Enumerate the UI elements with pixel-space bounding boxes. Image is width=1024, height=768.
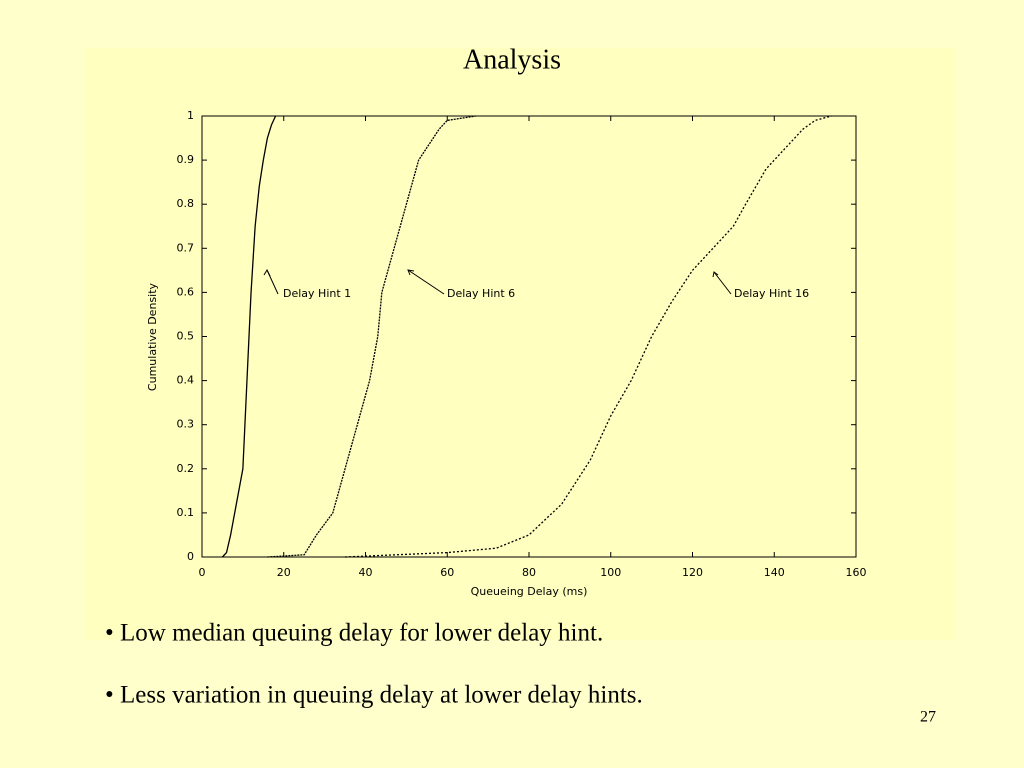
arrow bbox=[713, 271, 732, 295]
arrowhead bbox=[407, 269, 415, 276]
y-tick-label: 0.9 bbox=[177, 153, 195, 166]
x-axis-label: Queueing Delay (ms) bbox=[471, 585, 588, 598]
y-tick-label: 0.1 bbox=[177, 506, 195, 519]
annotation: Delay Hint 16 bbox=[734, 287, 809, 300]
chart-background bbox=[85, 48, 955, 640]
y-tick-label: 0.6 bbox=[177, 285, 195, 298]
cdf-line bbox=[345, 115, 832, 558]
x-tick-label: 80 bbox=[522, 566, 536, 579]
annotation: Delay Hint 6 bbox=[447, 287, 515, 300]
x-tick-label: 140 bbox=[764, 566, 785, 579]
y-tick-label: 0.2 bbox=[177, 462, 195, 475]
x-tick-label: 0 bbox=[199, 566, 206, 579]
bullet: • Less variation in queuing delay at low… bbox=[105, 682, 643, 709]
annotation-arrows bbox=[263, 268, 732, 295]
bullet: • Low median queuing delay for lower del… bbox=[105, 620, 603, 647]
y-tick-label: 1 bbox=[187, 109, 194, 122]
x-tick-label: 20 bbox=[277, 566, 291, 579]
x-tick-label: 160 bbox=[846, 566, 867, 579]
y-tick-label: 0.4 bbox=[177, 374, 195, 387]
y-axis-label: Cumulative Density bbox=[146, 282, 159, 391]
arrowhead bbox=[712, 271, 719, 278]
slide-title: Analysis bbox=[463, 44, 561, 75]
y-tick-label: 0 bbox=[187, 550, 194, 563]
page-number: 27 bbox=[920, 709, 936, 726]
y-tick-label: 0.3 bbox=[177, 418, 195, 431]
cdf-line bbox=[267, 115, 476, 558]
x-tick-label: 60 bbox=[440, 566, 454, 579]
y-tick-label: 0.8 bbox=[177, 197, 195, 210]
annotation: Delay Hint 1 bbox=[283, 287, 351, 300]
cdf-line bbox=[221, 115, 277, 558]
x-tick-label: 40 bbox=[359, 566, 373, 579]
y-tick-label: 0.5 bbox=[177, 330, 195, 343]
y-tick-label: 0.7 bbox=[177, 241, 195, 254]
arrowhead bbox=[263, 268, 271, 277]
x-tick-label: 100 bbox=[600, 566, 621, 579]
arrow bbox=[407, 269, 445, 295]
x-tick-label: 120 bbox=[682, 566, 703, 579]
